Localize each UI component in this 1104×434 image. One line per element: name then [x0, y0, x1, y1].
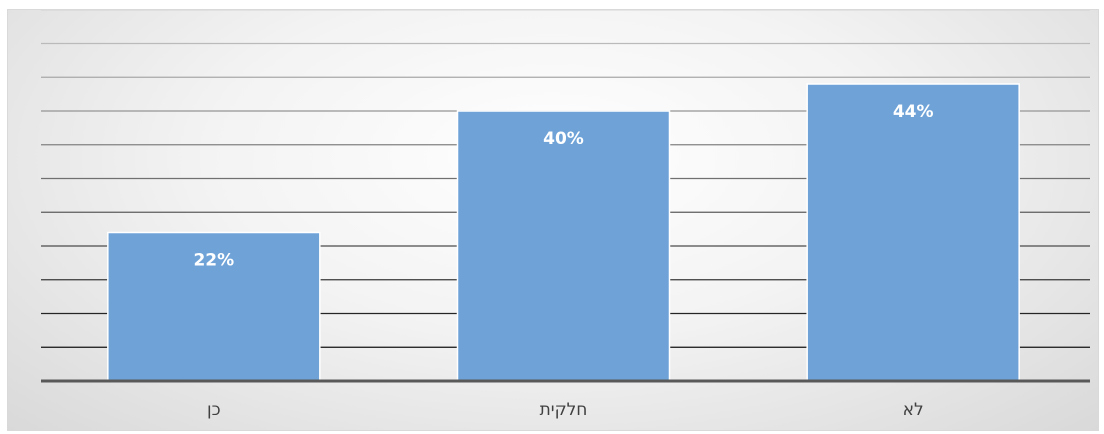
bar	[806, 83, 1020, 382]
category-labels: כן חלקית לא	[207, 400, 924, 420]
category-tick-label: לא	[903, 400, 924, 420]
bar-data-label: 22%	[193, 251, 234, 271]
category-tick-label: חלקית	[540, 400, 588, 420]
data-labels: 22% 40% 44%	[193, 102, 933, 271]
bar-data-label: 44%	[893, 102, 934, 122]
bar	[456, 110, 671, 382]
chart-area: 22% 40% 44% כן חלקית לא	[7, 9, 1099, 431]
bar-chart: 22% 40% 44% כן חלקית לא	[41, 10, 1090, 420]
bar-data-label: 40%	[543, 129, 584, 149]
category-tick-label: כן	[207, 400, 221, 420]
bar	[107, 231, 321, 382]
